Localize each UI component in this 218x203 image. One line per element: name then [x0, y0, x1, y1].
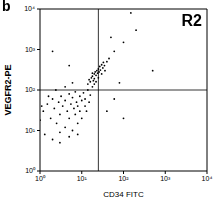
svg-text:10²: 10²: [118, 175, 129, 182]
svg-text:10⁰: 10⁰: [25, 167, 36, 174]
svg-text:10³: 10³: [160, 175, 171, 182]
svg-text:CD34 FITC: CD34 FITC: [103, 190, 144, 199]
svg-text:10¹: 10¹: [25, 127, 36, 134]
svg-text:10⁴: 10⁴: [202, 175, 210, 182]
html-text:R2: R2: [181, 12, 202, 29]
svg-text:10³: 10³: [25, 46, 36, 53]
svg-text:10⁰: 10⁰: [35, 175, 46, 182]
svg-text:10¹: 10¹: [77, 175, 88, 182]
svg-text:10⁴: 10⁴: [24, 5, 35, 12]
svg-text:10²: 10²: [25, 86, 36, 93]
svg-text:VEGFR2-PE: VEGFR2-PE: [8, 64, 13, 115]
